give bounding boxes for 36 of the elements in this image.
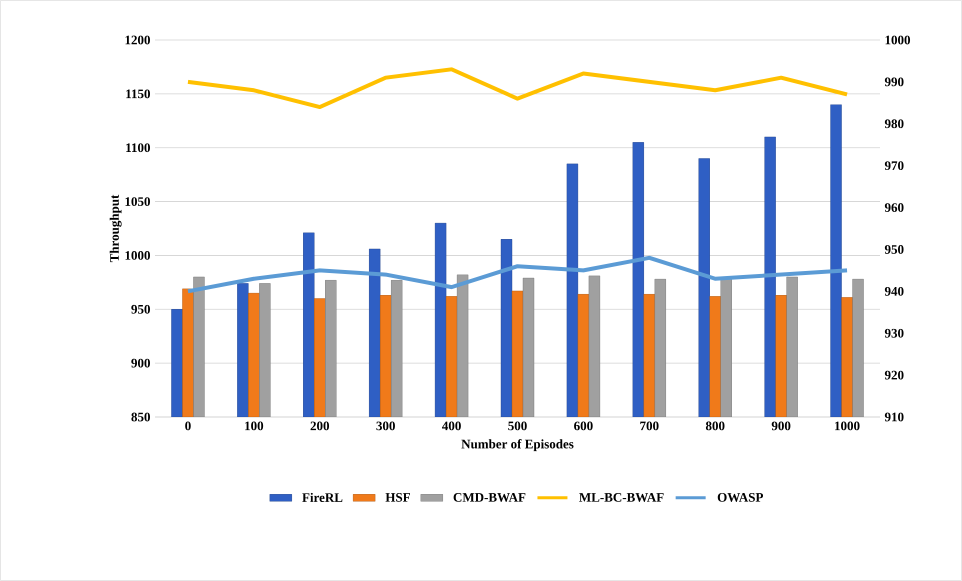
x-tick-label: 600 — [574, 422, 593, 430]
x-axis-title: Number of Episodes — [461, 439, 574, 452]
y2-tick-label: 920 — [884, 370, 904, 380]
x-tick-label: 200 — [310, 422, 330, 430]
x-tick-label: 700 — [640, 422, 659, 430]
y2-tick-label: 1000 — [886, 36, 910, 44]
y-tick-label: 1150 — [126, 89, 150, 98]
x-tick-label: 900 — [772, 422, 790, 430]
y2-tick-label: 930 — [884, 328, 904, 338]
y-tick-label: 900 — [131, 358, 150, 368]
legend-label: ML-BC-BWAF — [579, 493, 664, 502]
x-tick-label: 400 — [442, 422, 461, 430]
y2-tick-label: 960 — [884, 203, 904, 212]
legend-label: FireRL — [302, 492, 342, 502]
legend-label: CMD-BWAF — [454, 493, 526, 502]
y2-tick-label: 980 — [884, 119, 904, 128]
y2-tick-label: 990 — [884, 78, 904, 86]
x-tick-label: 300 — [376, 422, 395, 430]
y-tick-label: 1050 — [126, 197, 150, 206]
y-tick-label: 1100 — [126, 143, 150, 152]
x-tick-label: 1000 — [835, 422, 860, 430]
x-tick-label: 100 — [245, 422, 264, 430]
y-axis-title: Throughput — [110, 194, 122, 262]
y2-tick-label: 970 — [884, 161, 904, 170]
y2-tick-label: 950 — [884, 245, 904, 254]
legend-label: OWASP — [718, 493, 764, 502]
y-tick-label: 1200 — [126, 36, 150, 44]
y2-tick-label: 940 — [884, 286, 904, 296]
y-tick-label: 1000 — [126, 251, 150, 260]
y2-tick-label: 910 — [884, 412, 904, 422]
y-tick-label: 850 — [131, 412, 150, 422]
legend-label: HSF — [386, 493, 410, 502]
x-tick-label: 0 — [185, 422, 191, 430]
x-tick-label: 500 — [508, 422, 527, 430]
x-tick-label: 800 — [706, 422, 724, 430]
y-tick-label: 950 — [131, 304, 150, 314]
